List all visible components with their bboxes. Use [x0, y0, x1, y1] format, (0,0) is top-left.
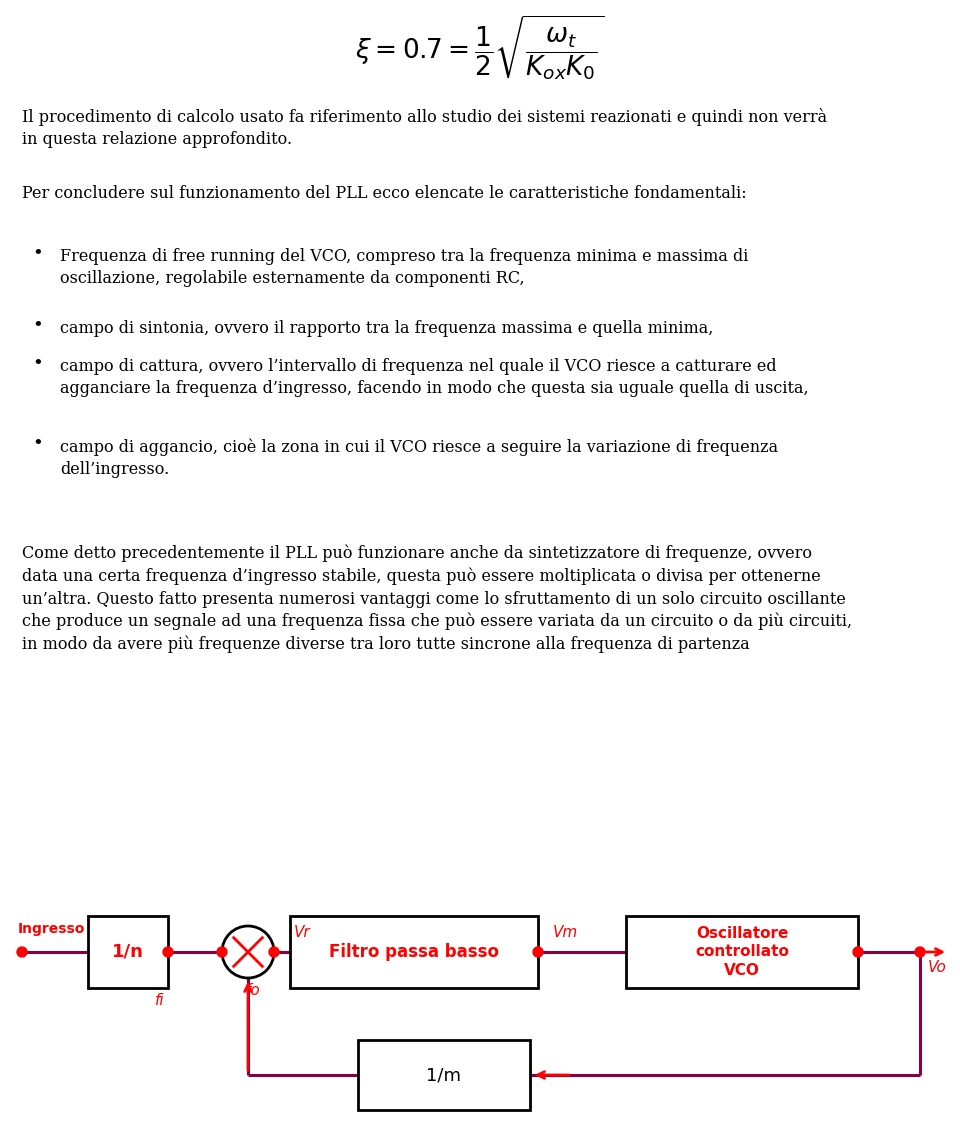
Text: Frequenza di free running del VCO, compreso tra la frequenza minima e massima di: Frequenza di free running del VCO, compr… — [60, 249, 749, 287]
Circle shape — [853, 947, 863, 957]
Bar — [626, 916, 858, 987]
Text: Filtro passa basso: Filtro passa basso — [329, 943, 499, 961]
Text: 1/m: 1/m — [426, 1066, 462, 1084]
Circle shape — [222, 926, 274, 978]
Circle shape — [533, 947, 543, 957]
Text: campo di aggancio, cioè la zona in cui il VCO riesce a seguire la variazione di : campo di aggancio, cioè la zona in cui i… — [60, 438, 779, 478]
Text: fo: fo — [246, 983, 260, 998]
Text: Vo: Vo — [928, 960, 947, 975]
Text: 1/n: 1/n — [112, 943, 144, 961]
Text: •: • — [33, 317, 43, 335]
Text: Ingresso: Ingresso — [18, 922, 85, 936]
Circle shape — [17, 947, 27, 957]
Circle shape — [915, 947, 925, 957]
Circle shape — [269, 947, 279, 957]
Text: Vr: Vr — [294, 925, 311, 940]
Text: campo di cattura, ovvero l’intervallo di frequenza nel quale il VCO riesce a cat: campo di cattura, ovvero l’intervallo di… — [60, 358, 808, 397]
Text: Il procedimento di calcolo usato fa riferimento allo studio dei sistemi reaziona: Il procedimento di calcolo usato fa rife… — [22, 108, 828, 149]
Circle shape — [163, 947, 173, 957]
Text: Come detto precedentemente il PLL può funzionare anche da sintetizzatore di freq: Come detto precedentemente il PLL può fu… — [22, 545, 852, 654]
Text: Oscillatore
controllato
VCO: Oscillatore controllato VCO — [695, 926, 789, 978]
Bar — [358, 1040, 530, 1110]
Text: •: • — [33, 245, 43, 263]
Text: •: • — [33, 435, 43, 453]
Text: Per concludere sul funzionamento del PLL ecco elencate le caratteristiche fondam: Per concludere sul funzionamento del PLL… — [22, 185, 747, 202]
Text: $\xi = 0.7 = \dfrac{1}{2}\sqrt{\dfrac{\omega_t}{K_{ox}K_0}}$: $\xi = 0.7 = \dfrac{1}{2}\sqrt{\dfrac{\o… — [355, 14, 605, 83]
Text: Vm: Vm — [553, 925, 578, 940]
Bar — [88, 916, 168, 987]
Text: •: • — [33, 355, 43, 373]
Text: campo di sintonia, ovvero il rapporto tra la frequenza massima e quella minima,: campo di sintonia, ovvero il rapporto tr… — [60, 320, 713, 337]
Circle shape — [217, 947, 227, 957]
Text: fi: fi — [156, 993, 165, 1008]
Bar — [290, 916, 538, 987]
